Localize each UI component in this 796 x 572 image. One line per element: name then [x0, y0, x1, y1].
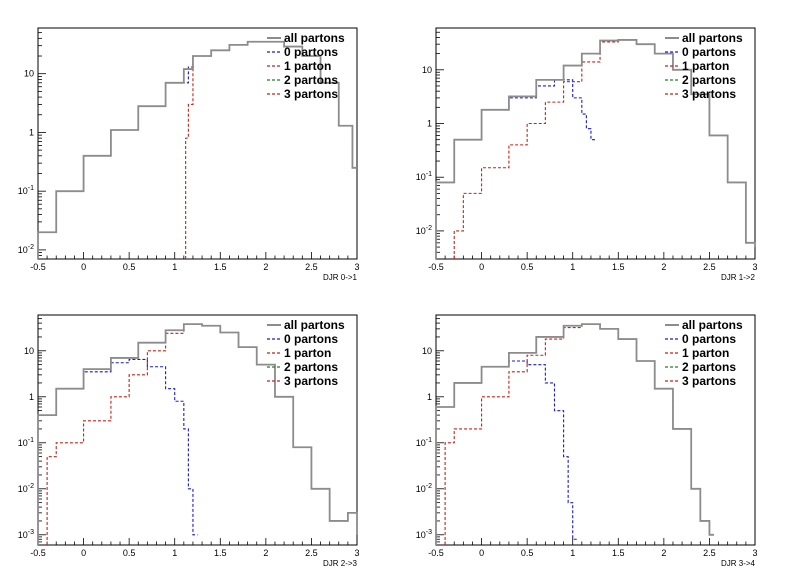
- series-line-p0: [435, 79, 596, 259]
- legend-label: 1 parton: [284, 59, 331, 73]
- x-axis-label: DJR 3->4: [721, 559, 756, 568]
- series-line-all: [37, 40, 357, 259]
- series-line-p1: [185, 41, 357, 259]
- legend-label: 2 partons: [682, 360, 736, 374]
- x-tick-label: 0.5: [123, 262, 136, 272]
- y-tick-label: 10-2: [416, 225, 432, 236]
- y-tick-label: 10-2: [18, 244, 34, 255]
- x-axis-label: DJR 1->2: [721, 273, 756, 282]
- legend-label: 2 partons: [284, 73, 338, 87]
- series-line-all: [37, 323, 358, 545]
- x-tick-label: 2: [661, 262, 666, 272]
- series-line-p0: [435, 360, 578, 545]
- legend-label: all partons: [284, 318, 345, 332]
- series-line-p0: [37, 66, 196, 259]
- legend-label: all partons: [682, 31, 743, 45]
- plot-frame: [37, 27, 358, 260]
- legend-label: 0 partons: [682, 332, 736, 346]
- x-tick-label: 0: [479, 548, 484, 558]
- legend-label: 2 partons: [284, 360, 338, 374]
- x-axis-label: DJR 0->1: [323, 273, 358, 282]
- x-tick-label: 0: [479, 262, 484, 272]
- legend-label: 3 partons: [682, 87, 736, 101]
- y-tick-label: 10-2: [18, 483, 34, 494]
- legend-label: 0 partons: [682, 45, 736, 59]
- x-tick-label: 0.5: [521, 548, 534, 558]
- x-tick-label: 2.5: [703, 262, 716, 272]
- x-tick-label: 3: [354, 548, 359, 558]
- y-tick-label: 10: [422, 65, 432, 75]
- y-tick-label: 10-2: [416, 483, 432, 494]
- x-tick-label: 0.5: [123, 548, 136, 558]
- x-tick-label: 2.5: [305, 548, 318, 558]
- x-tick-label: 2: [661, 548, 666, 558]
- legend-label: 1 parton: [682, 346, 729, 360]
- y-tick-label: 1: [29, 127, 34, 137]
- y-tick-label: 10-1: [416, 171, 432, 182]
- series-line-p1: [444, 323, 714, 545]
- x-tick-label: -0.5: [30, 262, 46, 272]
- y-tick-label: 10: [24, 69, 34, 79]
- series-line-all: [435, 39, 756, 259]
- y-tick-label: 10-1: [416, 437, 432, 448]
- x-tick-label: 3: [752, 548, 757, 558]
- x-tick-label: 3: [354, 262, 359, 272]
- y-tick-label: 10-3: [416, 529, 432, 540]
- y-tick-label: 10-1: [18, 185, 34, 196]
- y-tick-label: 1: [427, 392, 432, 402]
- y-tick-label: 1: [29, 392, 34, 402]
- series-line-all: [435, 323, 714, 545]
- legend-label: all partons: [284, 31, 345, 45]
- y-tick-label: 10: [422, 346, 432, 356]
- plot-frame: [435, 27, 756, 260]
- legend-label: 1 parton: [682, 59, 729, 73]
- legend-label: 0 partons: [284, 45, 338, 59]
- x-tick-label: 2: [263, 548, 268, 558]
- x-tick-label: 0: [81, 262, 86, 272]
- legend-label: 3 partons: [284, 87, 338, 101]
- x-tick-label: 1: [172, 548, 177, 558]
- y-tick-label: 10-3: [18, 529, 34, 540]
- x-tick-label: 1.5: [214, 262, 227, 272]
- series-line-p0: [37, 358, 198, 545]
- x-tick-label: 1.5: [612, 262, 625, 272]
- x-tick-label: 1: [172, 262, 177, 272]
- y-tick-label: 10: [24, 346, 34, 356]
- x-tick-label: 1: [570, 262, 575, 272]
- legend-label: 2 partons: [682, 73, 736, 87]
- x-tick-label: 0.5: [521, 262, 534, 272]
- x-tick-label: 0: [81, 548, 86, 558]
- x-tick-label: 3: [752, 262, 757, 272]
- y-tick-label: 10-1: [18, 437, 34, 448]
- legend-label: 3 partons: [284, 374, 338, 388]
- x-tick-label: 2: [263, 262, 268, 272]
- legend-label: 1 parton: [284, 346, 331, 360]
- legend-label: 0 partons: [284, 332, 338, 346]
- x-tick-label: 1.5: [612, 548, 625, 558]
- legend-label: 3 partons: [682, 374, 736, 388]
- x-axis-label: DJR 2->3: [323, 559, 358, 568]
- x-tick-label: -0.5: [428, 548, 444, 558]
- x-tick-label: 2.5: [305, 262, 318, 272]
- x-tick-label: -0.5: [428, 262, 444, 272]
- legend-label: all partons: [682, 318, 743, 332]
- x-tick-label: 2.5: [703, 548, 716, 558]
- x-tick-label: -0.5: [30, 548, 46, 558]
- y-tick-label: 1: [427, 119, 432, 129]
- x-tick-label: 1.5: [214, 548, 227, 558]
- x-tick-label: 1: [570, 548, 575, 558]
